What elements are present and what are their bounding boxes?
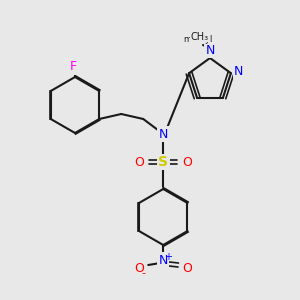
Text: O: O (182, 155, 192, 169)
Text: methyl: methyl (183, 35, 213, 44)
Text: O: O (182, 262, 192, 275)
Text: -: - (141, 268, 145, 278)
Text: N: N (234, 65, 244, 78)
Text: O: O (134, 262, 144, 275)
Text: N: N (159, 128, 168, 140)
Text: +: + (164, 252, 172, 262)
Text: CH₃: CH₃ (191, 32, 209, 42)
Text: N: N (205, 44, 215, 56)
Text: O: O (134, 155, 144, 169)
Text: F: F (69, 61, 76, 74)
Text: N: N (159, 254, 168, 266)
Text: S: S (158, 155, 168, 169)
